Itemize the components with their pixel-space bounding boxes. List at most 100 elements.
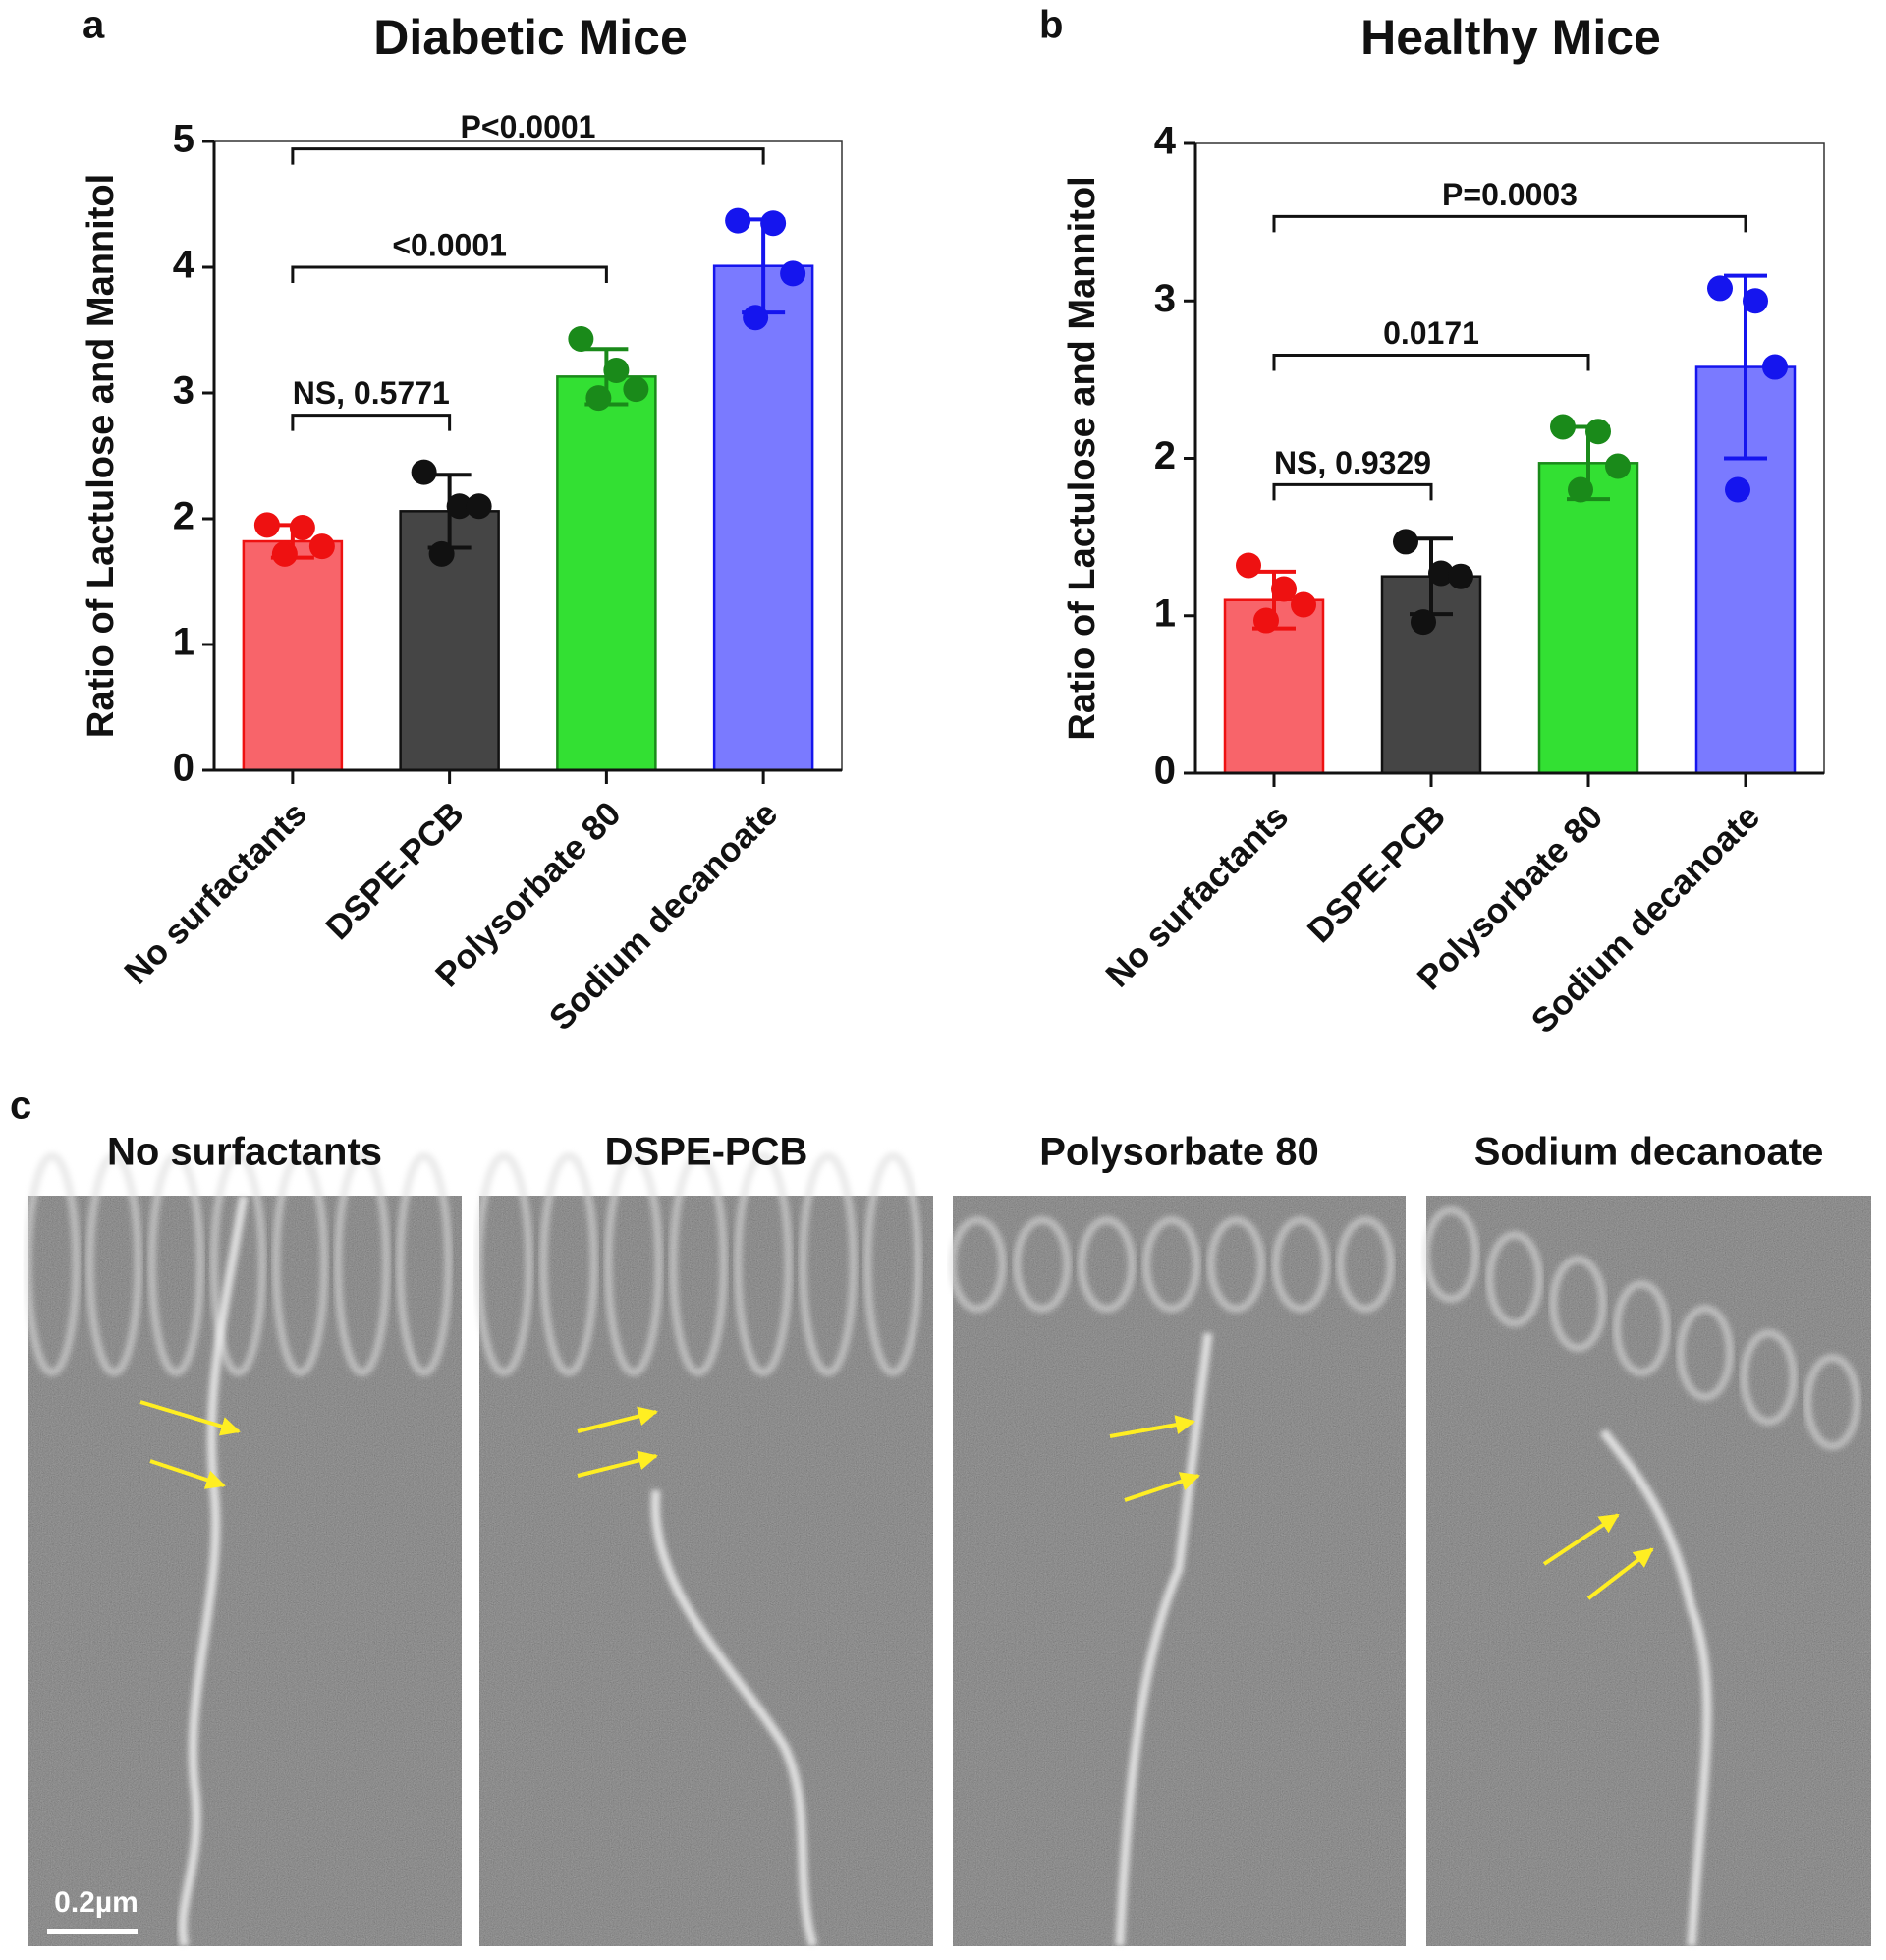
y-tick-label: 5 xyxy=(173,118,194,161)
significance-bracket xyxy=(1272,214,1747,233)
micrograph xyxy=(474,1152,933,1948)
micrograph-title: DSPE-PCB xyxy=(605,1131,808,1174)
significance-label: NS, 0.5771 xyxy=(293,375,450,411)
micrograph xyxy=(24,1152,462,1947)
significance-bracket xyxy=(1272,482,1433,501)
cell-junction xyxy=(1599,1428,1712,1947)
arrow xyxy=(1542,1513,1620,1566)
cell-junction xyxy=(1115,1332,1213,1947)
microvillus xyxy=(604,1152,663,1376)
y-axis-title: Ratio of Lactulose and Mannitol xyxy=(1062,176,1103,740)
data-point xyxy=(623,376,649,403)
x-tick-label: DSPE-PCB xyxy=(1301,798,1453,950)
microvillus xyxy=(1740,1329,1798,1426)
data-point xyxy=(568,325,594,352)
cell-junction xyxy=(178,1195,249,1947)
significance-label: P<0.0001 xyxy=(461,109,596,144)
data-point xyxy=(1411,609,1436,636)
data-point xyxy=(428,540,455,567)
micrograph-title: Polysorbate 80 xyxy=(1039,1131,1319,1174)
microvillus xyxy=(1013,1216,1072,1313)
data-point xyxy=(1568,476,1593,503)
y-tick-label: 4 xyxy=(173,244,195,287)
micrograph-background xyxy=(479,1196,933,1946)
y-tick-label: 0 xyxy=(173,747,194,790)
data-point xyxy=(585,385,612,412)
significance-label: P=0.0003 xyxy=(1442,177,1578,212)
microvillus xyxy=(1485,1231,1543,1327)
x-tick-label: No surfactants xyxy=(1098,798,1296,995)
significance-bracket xyxy=(291,414,452,431)
panel-label: b xyxy=(1039,4,1063,47)
microvillus xyxy=(147,1152,204,1376)
data-point xyxy=(1448,563,1473,589)
microvillus xyxy=(734,1152,793,1376)
arrow xyxy=(1586,1547,1654,1600)
chart-title: Diabetic Mice xyxy=(373,10,688,65)
microvillus xyxy=(948,1216,1007,1313)
data-point xyxy=(743,305,769,331)
microvillus xyxy=(474,1152,533,1376)
significance-label: 0.0171 xyxy=(1383,315,1479,351)
arrow xyxy=(149,1459,226,1489)
significance-bracket xyxy=(291,265,608,283)
microvillus xyxy=(1271,1216,1330,1313)
data-point xyxy=(1550,414,1576,440)
microvillus xyxy=(1612,1280,1671,1376)
data-point xyxy=(308,533,335,560)
bar xyxy=(1537,462,1639,775)
arrow xyxy=(1124,1472,1200,1502)
microvillus xyxy=(539,1152,598,1376)
data-point xyxy=(603,357,630,383)
data-point xyxy=(466,493,492,520)
microvillus xyxy=(1141,1216,1201,1313)
y-tick-label: 4 xyxy=(1154,120,1177,163)
data-point xyxy=(1393,529,1418,555)
microvillus xyxy=(396,1152,453,1376)
micrograph-tint xyxy=(28,1196,462,1946)
significance-label: <0.0001 xyxy=(392,227,507,262)
microvillus xyxy=(669,1152,728,1376)
micrograph-title: No surfactants xyxy=(107,1131,382,1174)
panel-label: a xyxy=(83,4,105,47)
chart-title: Healthy Mice xyxy=(1360,10,1661,65)
y-tick-label: 3 xyxy=(173,369,194,413)
microvillus xyxy=(1549,1256,1607,1352)
data-point xyxy=(411,459,437,485)
microvillus xyxy=(1336,1216,1395,1313)
microvillus xyxy=(24,1152,81,1376)
microvillus xyxy=(1421,1206,1480,1303)
microvillus xyxy=(1803,1354,1861,1450)
bar xyxy=(242,539,344,772)
data-point xyxy=(1291,591,1316,618)
y-tick-label: 0 xyxy=(1154,750,1176,793)
data-point xyxy=(1428,560,1454,587)
significance-bracket xyxy=(1272,353,1590,371)
x-tick-label: No surfactants xyxy=(117,795,314,992)
data-point xyxy=(780,260,806,287)
microvillus xyxy=(799,1152,858,1376)
microvillus xyxy=(85,1152,142,1376)
microvillus xyxy=(272,1152,329,1376)
data-point xyxy=(760,210,787,237)
micrograph xyxy=(1421,1196,1871,1947)
y-tick-label: 1 xyxy=(173,621,194,664)
significance-bracket xyxy=(291,147,765,165)
micrograph xyxy=(948,1196,1406,1947)
data-point xyxy=(1605,453,1631,479)
microvillus xyxy=(863,1152,922,1376)
arrow xyxy=(139,1400,241,1436)
micrograph-title: Sodium decanoate xyxy=(1474,1131,1824,1174)
data-point xyxy=(1725,476,1750,503)
data-point xyxy=(1762,354,1788,380)
y-tick-label: 2 xyxy=(1154,434,1176,477)
data-point xyxy=(1253,607,1279,634)
bar xyxy=(712,264,814,772)
microvillus xyxy=(1078,1216,1137,1313)
data-point xyxy=(1271,576,1297,602)
y-tick-label: 2 xyxy=(173,495,194,538)
data-point xyxy=(253,512,280,538)
data-point xyxy=(289,514,315,540)
data-point xyxy=(1585,419,1611,445)
